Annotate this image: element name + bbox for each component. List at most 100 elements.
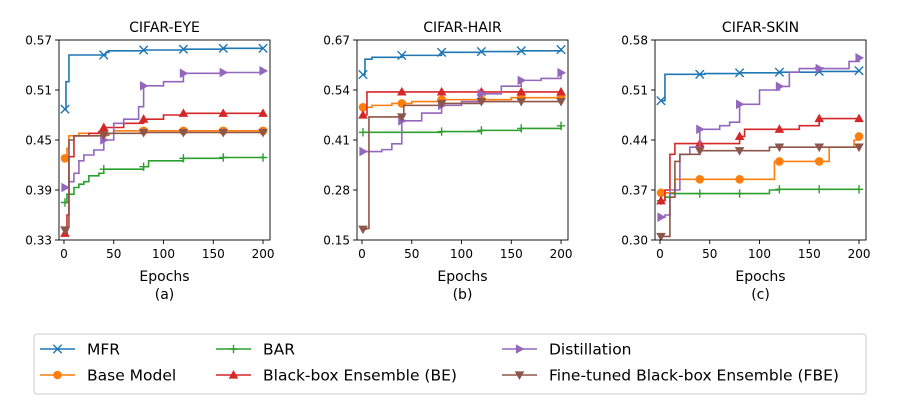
- x-tick-label: 100: [450, 247, 473, 261]
- data-point-distill: [557, 67, 567, 78]
- data-point-mfr: [436, 47, 447, 58]
- series-line-fbe: [362, 100, 562, 231]
- data-point-mfr: [656, 96, 666, 106]
- data-point-distill: [775, 81, 785, 92]
- data-point-be: [814, 113, 825, 123]
- y-tick-label: 0.33: [25, 234, 52, 248]
- legend-label: Base Model: [87, 367, 176, 385]
- y-tick-label: 0.30: [621, 234, 648, 248]
- axes-frame: [654, 39, 867, 241]
- data-point-distill: [219, 67, 229, 78]
- data-point-bar: [854, 185, 864, 194]
- data-point-bar: [477, 126, 486, 135]
- x-tick-label: 150: [202, 247, 225, 261]
- data-point-base: [358, 103, 368, 112]
- data-point-distill: [735, 99, 745, 110]
- chart-title: CIFAR-EYE: [129, 20, 200, 36]
- panel-caption: (c): [751, 287, 770, 303]
- x-tick-label: 100: [152, 247, 175, 261]
- data-point-bar: [735, 189, 744, 198]
- series-line-bar: [64, 156, 264, 204]
- data-point-distill: [477, 89, 487, 99]
- legend-item-mfr: MFR: [40, 341, 120, 359]
- y-tick-label: 0.37: [621, 184, 648, 198]
- data-point-bar: [775, 185, 784, 194]
- data-point-be: [556, 86, 566, 96]
- x-axis-label: Epochs: [139, 269, 189, 285]
- data-point-base: [397, 99, 407, 108]
- series-group: [60, 43, 269, 237]
- y-tick-label: 0.58: [621, 34, 648, 48]
- data-point-fbe: [476, 97, 487, 107]
- data-point-fbe: [734, 147, 745, 156]
- data-point-distill: [359, 146, 368, 157]
- x-tick-label: 50: [702, 247, 717, 261]
- y-tick-label: 0.51: [25, 84, 52, 98]
- y-tick-label: 0.41: [323, 134, 350, 148]
- data-point-bar: [517, 124, 526, 133]
- data-point-mfr: [358, 69, 368, 80]
- data-point-mfr: [258, 43, 268, 54]
- data-point-fbe: [258, 128, 268, 138]
- data-point-base: [814, 157, 824, 166]
- data-point-mfr: [556, 44, 566, 55]
- data-point-distill: [696, 124, 705, 135]
- legend-label: BAR: [263, 341, 295, 359]
- data-point-bar: [815, 185, 824, 194]
- data-point-base: [695, 174, 705, 184]
- series-line-base: [660, 136, 860, 194]
- y-tick-label: 0.39: [25, 184, 52, 198]
- data-point-mfr: [218, 43, 228, 54]
- panel-caption: (b): [453, 287, 473, 303]
- x-tick-label: 150: [500, 247, 523, 261]
- legend-item-distill: Distillation: [502, 341, 632, 359]
- legend-marker: [52, 344, 63, 354]
- data-point-distill: [657, 212, 666, 222]
- x-tick-label: 0: [358, 247, 366, 261]
- data-point-fbe: [556, 97, 566, 107]
- series-line-base: [362, 96, 562, 109]
- x-tick-label: 200: [252, 247, 275, 261]
- data-point-distill: [139, 81, 149, 91]
- data-point-be: [98, 122, 109, 132]
- x-tick-label: 0: [656, 247, 664, 261]
- legend-items: MFR Base Model BAR Black-box Ensemble (BE) D…: [40, 341, 839, 385]
- data-point-mfr: [695, 69, 705, 79]
- x-tick-label: 50: [106, 247, 121, 261]
- data-point-mfr: [854, 66, 864, 76]
- chart-panel-3: CIFAR-SKIN 0 50 100 150 200 0.30 0.37 0.44 0.51 0.…: [621, 20, 870, 303]
- series-group: [358, 44, 567, 235]
- data-point-bar: [556, 121, 566, 130]
- data-point-bar: [695, 189, 704, 198]
- legend-item-bar: BAR: [216, 341, 295, 359]
- legend-marker: [229, 344, 238, 354]
- data-point-be: [358, 110, 368, 119]
- chart-panel-2: CIFAR-HAIR 0 50 100 150 200 0.15 0.28 0.41 0.54 0.…: [323, 20, 572, 303]
- data-point-base: [656, 188, 666, 198]
- x-tick-label: 200: [550, 247, 573, 261]
- data-point-fbe: [218, 128, 229, 138]
- y-tick-label: 0.57: [25, 34, 52, 48]
- series-line-bar: [362, 125, 562, 134]
- series-line-be: [362, 91, 562, 116]
- y-tick-label: 0.51: [621, 84, 648, 98]
- data-point-distill: [855, 53, 865, 63]
- data-point-fbe: [656, 232, 666, 240]
- series-line-mfr: [362, 49, 562, 76]
- y-tick-label: 0.67: [323, 34, 350, 48]
- data-point-bar: [60, 198, 70, 207]
- data-point-mfr: [60, 104, 70, 114]
- data-point-be: [516, 86, 527, 96]
- data-point-base: [60, 154, 70, 163]
- legend-label: Fine-tuned Black-box Ensemble (FBE): [549, 367, 839, 385]
- data-point-distill: [259, 66, 269, 76]
- legend-item-be: Black-box Ensemble (BE): [216, 367, 457, 385]
- data-point-fbe: [516, 97, 527, 107]
- data-point-be: [178, 108, 189, 117]
- legend-marker: [53, 370, 62, 380]
- data-point-base: [775, 157, 784, 166]
- data-point-base: [854, 132, 864, 141]
- data-point-fbe: [396, 113, 407, 122]
- data-point-be: [436, 86, 447, 96]
- data-point-fbe: [436, 99, 447, 109]
